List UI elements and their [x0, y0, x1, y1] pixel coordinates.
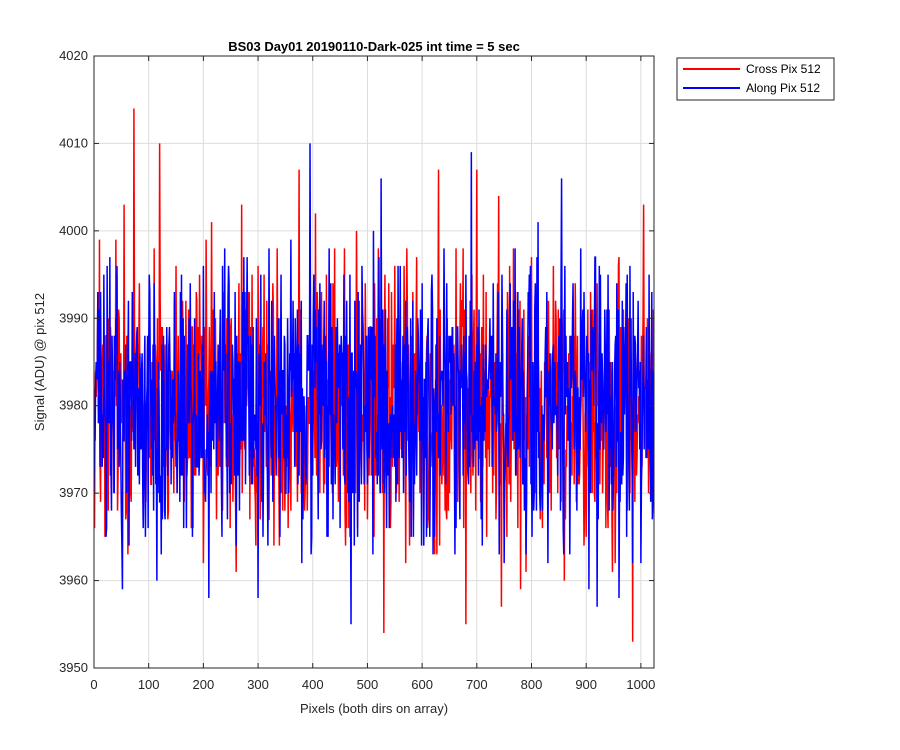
x-tick-label: 600 [411, 677, 433, 692]
x-tick-label: 200 [193, 677, 215, 692]
y-tick-label: 3970 [59, 485, 88, 500]
legend-box [676, 57, 835, 101]
y-axis-label: Signal (ADU) @ pix 512 [32, 293, 47, 431]
chart-title: BS03 Day01 20190110-Dark-025 int time = … [228, 39, 520, 54]
series-line-along-pix-512 [94, 143, 654, 625]
x-tick-label: 500 [357, 677, 379, 692]
legend: Cross Pix 512 Along Pix 512 [676, 57, 835, 101]
y-tick-label: 3990 [59, 310, 88, 325]
y-tick-label: 3960 [59, 573, 88, 588]
x-tick-label: 400 [302, 677, 324, 692]
legend-label-along: Along Pix 512 [746, 81, 820, 95]
x-tick-label: 300 [247, 677, 269, 692]
y-tick-label: 4010 [59, 135, 88, 150]
series-group [94, 108, 654, 642]
x-tick-label: 1000 [626, 677, 655, 692]
axes-box [93, 55, 655, 669]
x-tick-label: 0 [90, 677, 97, 692]
x-tick-label: 700 [466, 677, 488, 692]
ticks: 0 100 200 300 400 500 600 700 800 900 1000 3950 3960… [59, 48, 655, 692]
x-tick-label: 800 [521, 677, 543, 692]
y-tick-label: 4000 [59, 223, 88, 238]
y-tick-label: 3950 [59, 660, 88, 675]
x-tick-label: 900 [575, 677, 597, 692]
y-tick-label: 3980 [59, 398, 88, 413]
legend-label-cross: Cross Pix 512 [746, 62, 821, 76]
x-tick-label: 100 [138, 677, 160, 692]
x-axis-label: Pixels (both dirs on array) [300, 701, 448, 716]
y-tick-label: 4020 [59, 48, 88, 63]
